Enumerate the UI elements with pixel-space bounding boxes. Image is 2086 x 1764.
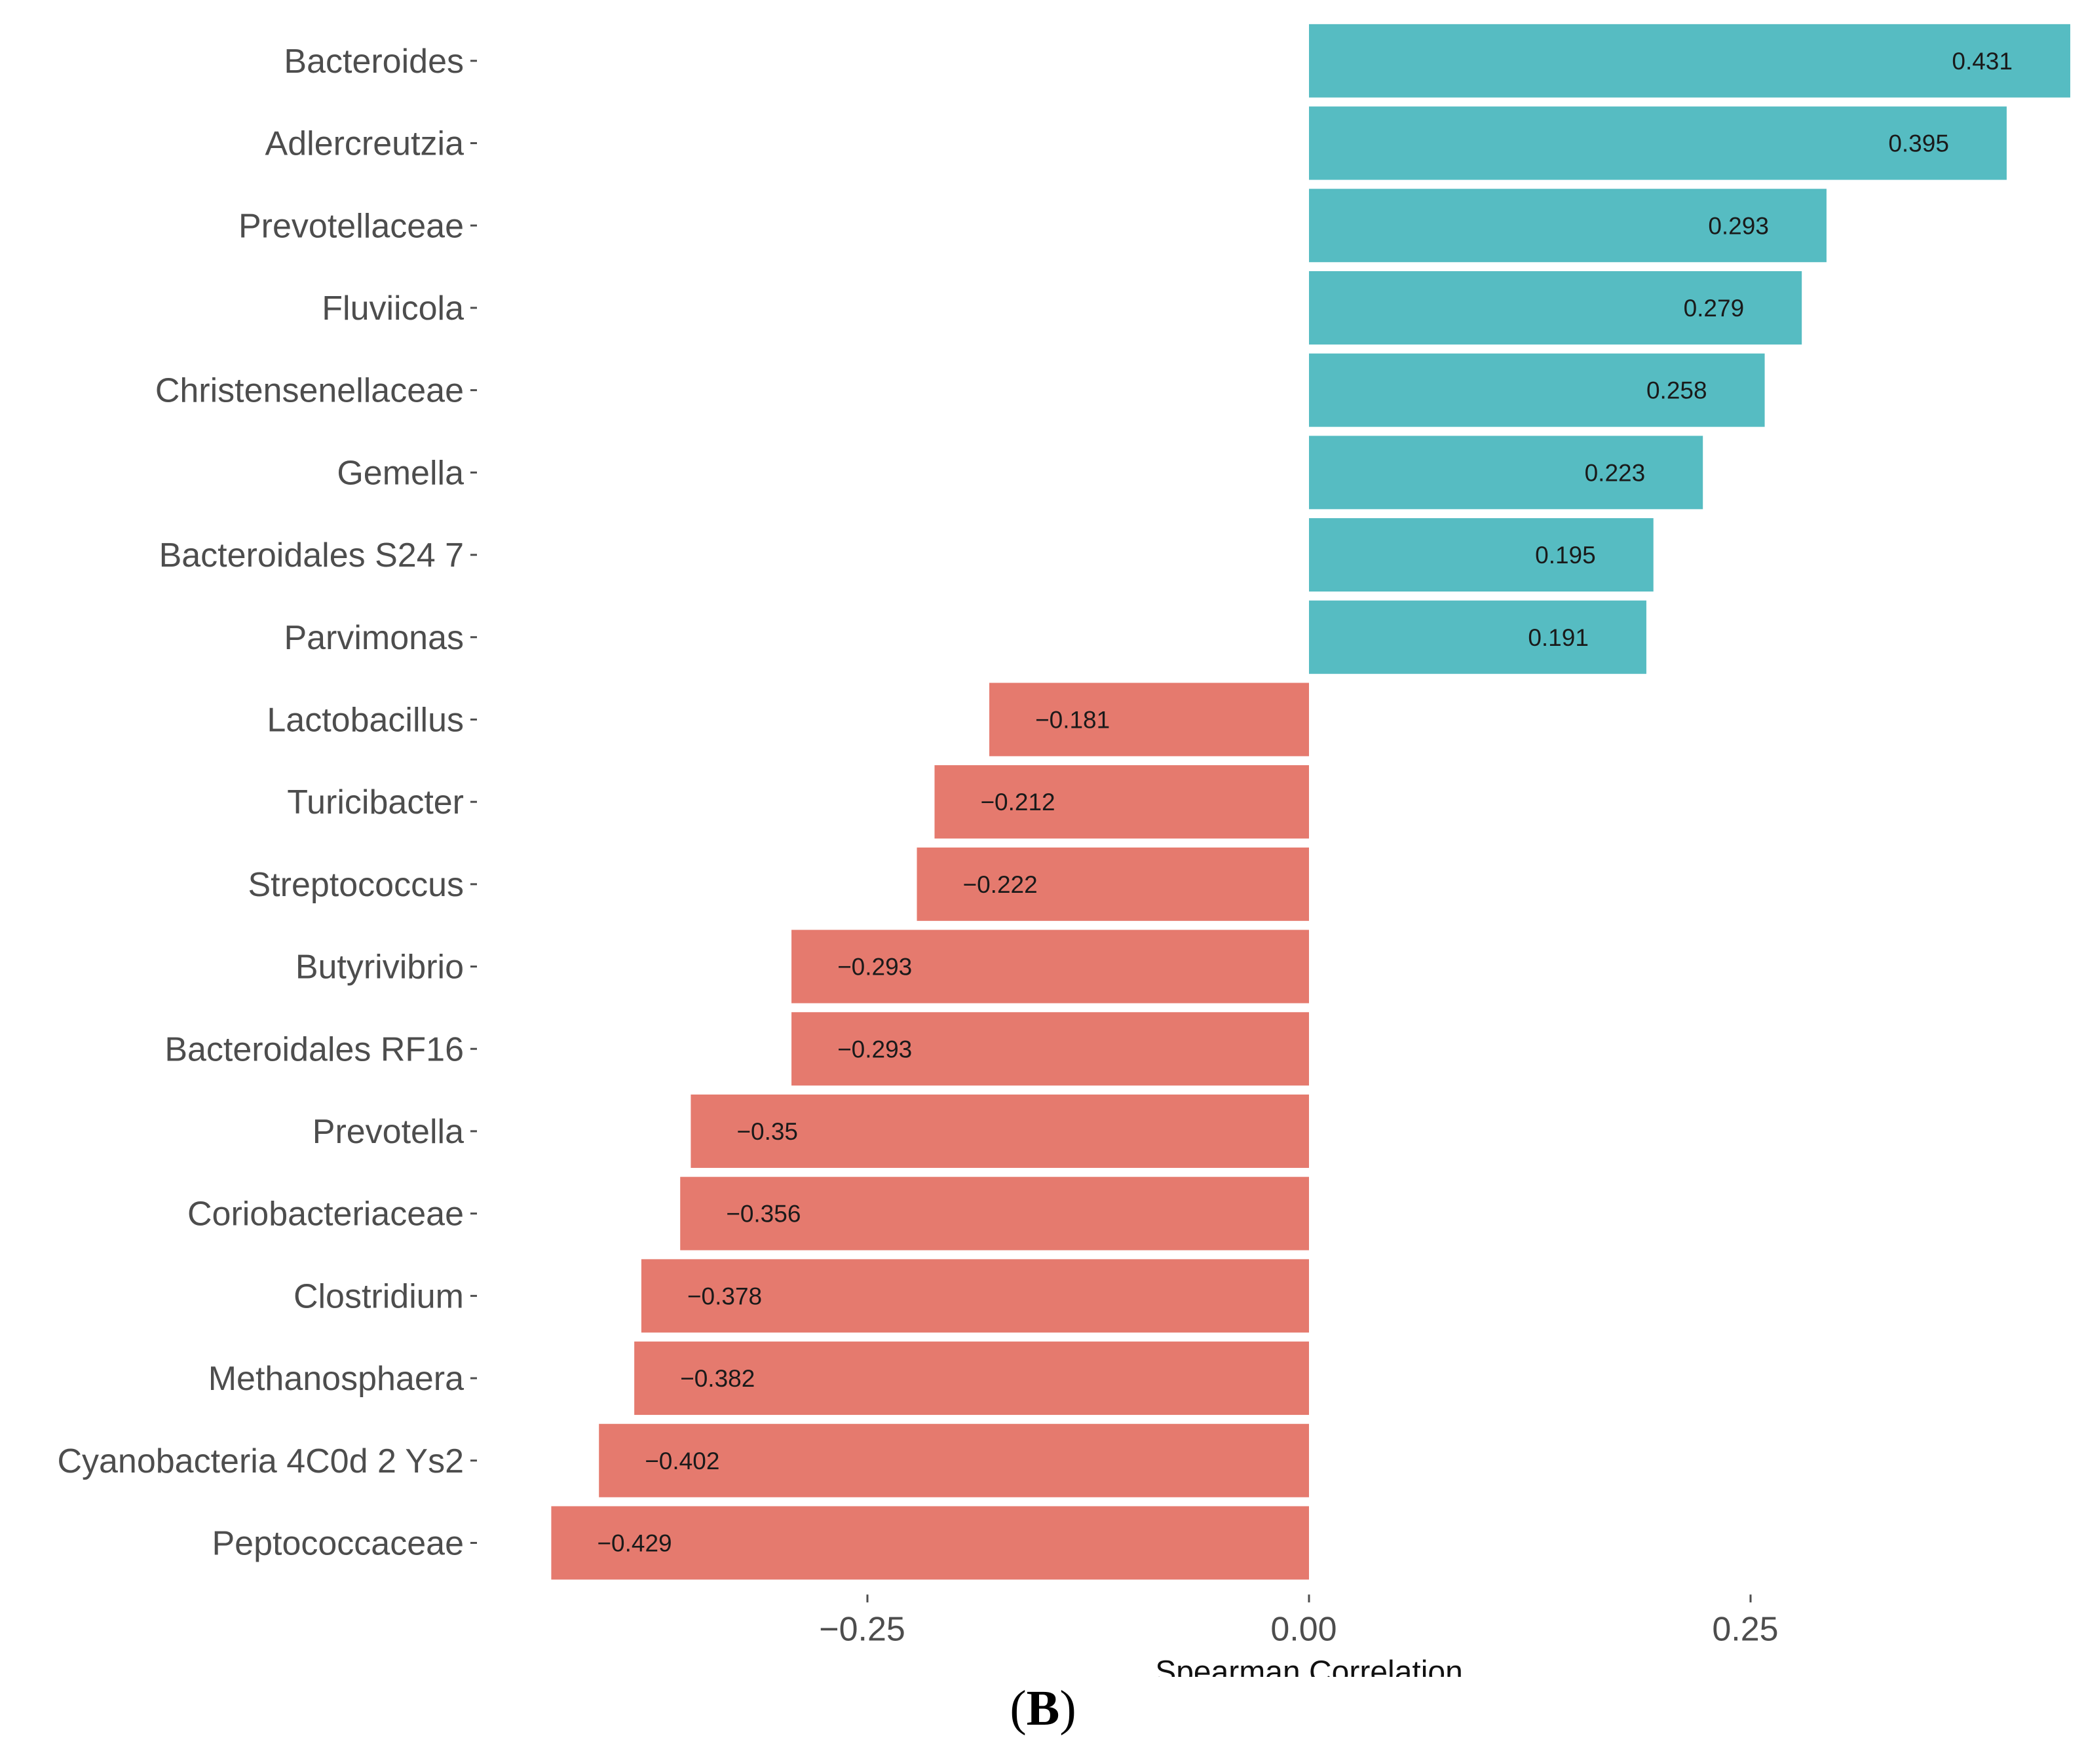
bar-value-label-18: −0.429 [597,1529,672,1556]
bar-value-label-15: −0.378 [687,1283,762,1309]
bar-value-label-12: −0.293 [837,1036,912,1062]
bar-value-label-8: −0.181 [1035,706,1110,733]
correlation-bar-chart: 0.431 0.395 0.293 0.279 0.258 0.223 0.195 0.191… [57,24,2070,1677]
panel-label: (B) [0,1680,2086,1737]
bar-18 [551,1506,1309,1580]
category-label-9: Turicibacter [287,783,464,821]
panel-label-open: ( [1010,1681,1027,1736]
category-label-12: Bacteroidales RF16 [164,1030,464,1068]
bar-7 [1309,600,1646,674]
bar-1 [1309,106,2007,180]
x-tick-label-0: −0.25 [819,1610,905,1648]
bar-10 [917,847,1309,921]
bar-value-label-6: 0.195 [1535,542,1596,569]
bar-0 [1309,24,2070,98]
bars-layer [551,24,2070,1580]
bar-14 [680,1176,1309,1250]
category-label-11: Butyrivibrio [295,948,464,986]
bar-4 [1309,353,1765,427]
category-label-2: Prevotellaceae [238,207,464,245]
category-label-7: Parvimonas [284,619,464,657]
bar-labels-layer: 0.431 0.395 0.293 0.279 0.258 0.223 0.195 0.191… [597,48,2013,1557]
bar-17 [599,1423,1309,1497]
category-label-16: Methanosphaera [208,1360,464,1398]
bar-value-label-2: 0.293 [1708,212,1769,239]
category-label-1: Adlercreutzia [265,125,465,163]
bar-value-label-14: −0.356 [726,1201,801,1228]
category-label-4: Christensenellaceae [155,372,464,410]
bar-value-label-16: −0.382 [680,1365,755,1392]
x-tick-label-1: 0.00 [1270,1610,1337,1648]
x-tick-label-2: 0.25 [1712,1610,1778,1648]
category-label-3: Fluviicola [322,290,464,328]
category-label-15: Clostridium [294,1277,464,1315]
bar-6 [1309,518,1654,592]
bar-value-label-3: 0.279 [1684,295,1745,322]
bar-2 [1309,189,1827,263]
bar-value-label-11: −0.293 [837,954,912,981]
category-label-14: Coriobacteriaceae [187,1195,464,1233]
category-label-6: Bacteroidales S24 7 [159,536,464,574]
bar-16 [634,1342,1310,1416]
category-label-13: Prevotella [313,1113,464,1151]
bar-value-label-4: 0.258 [1646,377,1707,404]
category-label-17: Cyanobacteria 4C0d 2 Ys2 [57,1442,464,1480]
bar-value-label-17: −0.402 [645,1448,719,1474]
bar-15 [641,1259,1309,1333]
bar-3 [1309,271,1802,345]
category-label-18: Peptococcaceae [212,1524,465,1562]
bar-value-label-1: 0.395 [1888,130,1949,157]
bar-11 [791,929,1309,1004]
x-axis-title: Spearman Correlation [1155,1655,1463,1677]
bar-12 [791,1012,1309,1086]
category-label-10: Streptococcus [248,866,465,904]
bar-value-label-13: −0.35 [736,1118,798,1145]
category-labels-layer: Bacteroides Adlercreutzia Prevotellaceae Fl… [57,43,477,1562]
bar-value-label-0: 0.431 [1952,48,2013,75]
bar-value-label-9: −0.212 [980,789,1055,816]
category-label-0: Bacteroides [284,43,464,81]
bar-9 [934,765,1309,839]
bar-5 [1309,436,1703,510]
category-label-8: Lactobacillus [267,701,464,739]
panel-label-close: ) [1059,1681,1076,1736]
category-label-5: Gemella [337,454,464,492]
bar-8 [989,683,1309,757]
x-axis: −0.25 0.00 0.25 [819,1594,1779,1648]
bar-value-label-5: 0.223 [1585,459,1646,486]
bar-value-label-10: −0.222 [962,871,1037,898]
panel-label-letter: B [1026,1681,1060,1736]
bar-value-label-7: 0.191 [1528,624,1589,651]
bar-13 [691,1094,1309,1168]
